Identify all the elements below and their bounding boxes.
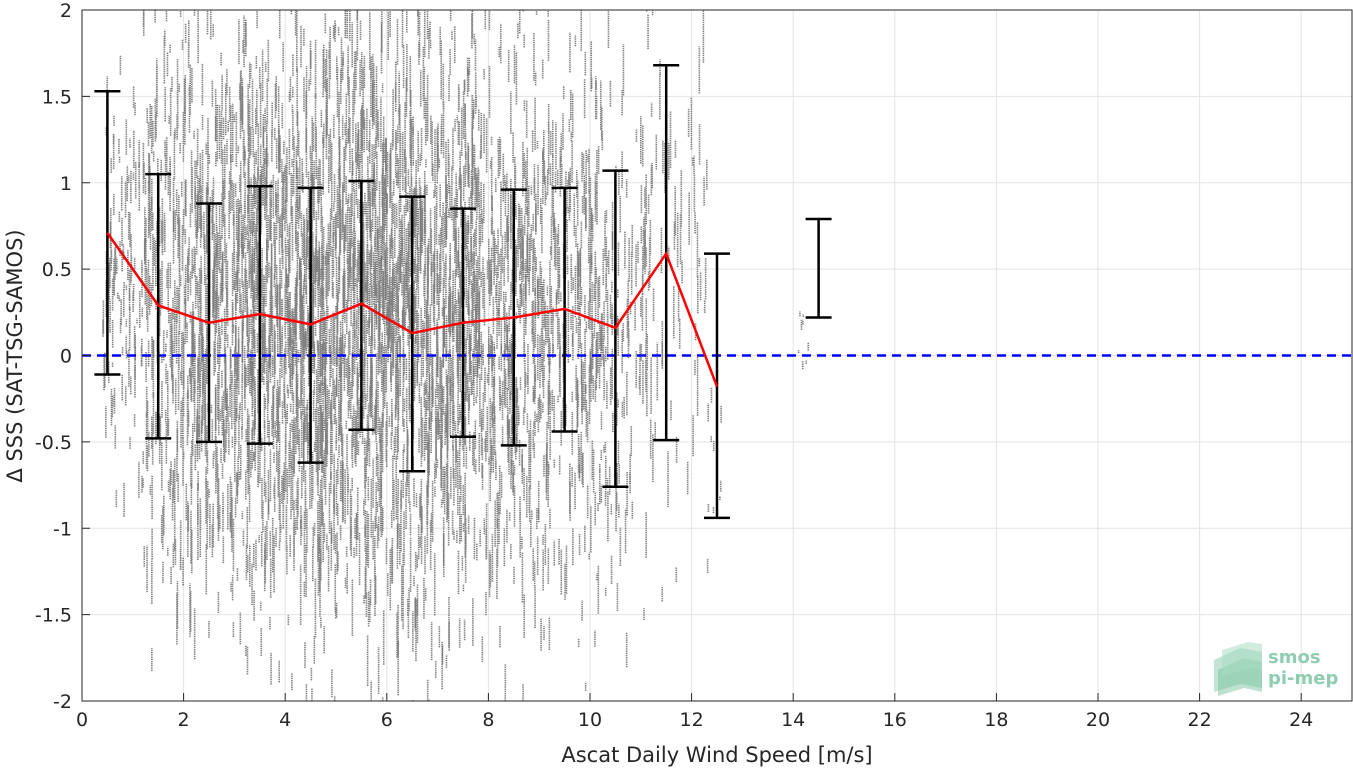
x-axis-ticks: 0 2 4 6 8 10 12 14 16 18 20 22 24 — [76, 693, 1313, 731]
y-tick-label: 1 — [60, 173, 72, 195]
y-tick-label: -2 — [53, 691, 72, 713]
x-tick-label: 0 — [76, 709, 88, 731]
y-tick-label: -1.5 — [35, 605, 72, 627]
x-tick-label: 10 — [578, 709, 602, 731]
x-tick-label: 4 — [279, 709, 291, 731]
y-tick-label: 0.5 — [42, 259, 72, 281]
x-tick-label: 16 — [883, 709, 907, 731]
y-tick-label: -1 — [53, 518, 72, 540]
x-tick-label: 8 — [482, 709, 494, 731]
x-tick-label: 22 — [1188, 709, 1212, 731]
y-tick-label: 0 — [60, 346, 72, 368]
y-tick-label: -0.5 — [35, 432, 72, 454]
y-axis-label: Δ SSS (SAT-TSG-SAMOS) — [3, 229, 27, 482]
y-tick-label: 2 — [60, 0, 72, 22]
smos-pi-mep-logo: smos pi-mep — [1214, 642, 1338, 696]
x-axis-label: Ascat Daily Wind Speed [m/s] — [561, 743, 872, 767]
mean-series-line — [106, 232, 719, 388]
y-tick-label: 1.5 — [42, 86, 72, 108]
x-tick-label: 12 — [680, 709, 704, 731]
x-tick-label: 24 — [1289, 709, 1313, 731]
mean-line — [106, 232, 719, 388]
x-tick-label: 14 — [781, 709, 805, 731]
error-bars — [94, 64, 832, 520]
logo-text-pi-mep: pi-mep — [1268, 668, 1338, 689]
x-tick-label: 2 — [178, 709, 190, 731]
x-tick-label: 20 — [1086, 709, 1110, 731]
logo-text-smos: smos — [1268, 647, 1321, 668]
y-axis-ticks: -2 -1.5 -1 -0.5 0 0.5 1 1.5 2 — [35, 0, 90, 713]
x-tick-label: 18 — [984, 709, 1008, 731]
x-tick-label: 6 — [381, 709, 393, 731]
logo-mark-icon — [1214, 642, 1262, 696]
